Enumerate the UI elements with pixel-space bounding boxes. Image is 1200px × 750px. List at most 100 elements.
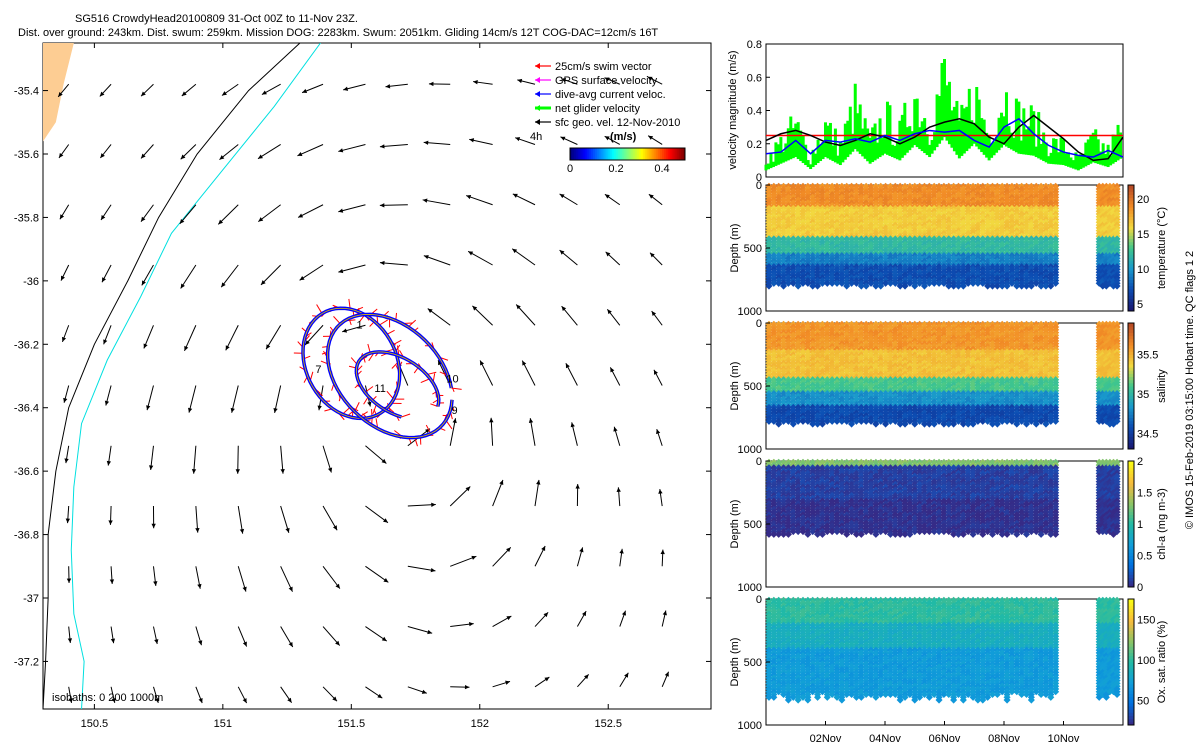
colorbar-tick-label: 5: [1137, 299, 1143, 311]
net-track: [327, 314, 453, 439]
vector-head: [302, 88, 308, 93]
vector-head: [181, 91, 187, 96]
profile-sample: [770, 279, 778, 287]
vector-head: [191, 469, 197, 474]
vector-arrow: [422, 199, 451, 206]
colorbar-cell: [1128, 295, 1134, 299]
colorbar-unit: (m/s): [610, 131, 637, 143]
vector-head: [367, 401, 372, 407]
colorbar-cell: [587, 148, 590, 160]
colorbar-cell: [1128, 251, 1134, 255]
map-ytick-label: -35.4: [14, 86, 39, 98]
colorbar-cell: [585, 148, 588, 160]
vector-head: [541, 545, 546, 551]
colorbar-cell: [642, 148, 646, 160]
colorbar-cell: [610, 148, 613, 160]
temperature-cblabel: temperature (°C): [1156, 207, 1168, 289]
vector-head: [512, 248, 518, 254]
profile-sample: [828, 279, 836, 287]
colorbar-cell: [654, 148, 657, 160]
legend-head: [535, 91, 540, 97]
dac-velocity-line: [765, 117, 1124, 158]
vector-head: [468, 621, 474, 627]
vector-head: [64, 458, 69, 464]
vector-arrow: [193, 445, 197, 474]
vector-arrow: [299, 264, 324, 281]
colorbar-cell: [604, 148, 607, 160]
depth-tick-label: 0: [756, 180, 762, 192]
vector-arrow: [274, 385, 282, 413]
colorbar-frame: [569, 147, 686, 161]
vector-arrow: [322, 445, 332, 473]
vector-head: [335, 640, 340, 646]
vector-head: [298, 213, 304, 218]
vector-head: [619, 548, 624, 554]
vector-head: [180, 283, 185, 289]
vector-head: [428, 81, 434, 87]
colorbar-cell: [1128, 207, 1134, 211]
colorbar-cell: [570, 148, 573, 160]
vector-head: [218, 219, 224, 225]
colorbar-cell: [1128, 273, 1134, 277]
colorbar-cell: [644, 148, 648, 160]
colorbar-tick-label: 0.2: [608, 163, 623, 175]
profile-sample: [833, 279, 841, 287]
vector-head: [100, 153, 105, 158]
vector-head: [257, 154, 263, 159]
velocity-panel: 00.20.40.60.8 velocity magnitude (m/s): [727, 39, 1124, 184]
vector-head: [273, 407, 278, 413]
net-track: [355, 351, 440, 418]
colorbar-cell: [639, 148, 642, 160]
colorbar-tick-label: 10: [1137, 264, 1149, 276]
colorbar-cell: [598, 148, 602, 160]
vector-arrow: [529, 418, 536, 446]
vector-head: [151, 523, 156, 529]
colorbar-cell: [1128, 279, 1134, 284]
colorbar-cell: [675, 148, 678, 160]
vector-head: [335, 583, 340, 589]
vector-head: [647, 76, 653, 81]
vector-head: [438, 360, 443, 366]
day-label-0: 1: [356, 319, 362, 331]
vector-arrow: [449, 418, 457, 446]
legend-head: [535, 119, 540, 125]
vector-head: [379, 203, 385, 208]
map-xtick-label: 152.5: [594, 718, 622, 730]
colorbar-cell: [1128, 244, 1134, 249]
vector-head: [317, 405, 322, 411]
vector-head: [471, 555, 477, 560]
vector-arrow: [511, 248, 536, 266]
colorbar-cell: [663, 148, 667, 160]
map-ytick-label: -35.6: [14, 149, 39, 161]
colorbar-cell: [619, 148, 623, 160]
vector-head: [288, 586, 293, 592]
colorbar-cell: [606, 148, 609, 160]
vector-arrow: [338, 264, 366, 273]
vel-ytick-label: 0.4: [747, 106, 762, 118]
vector-head: [517, 78, 523, 84]
vector-head: [616, 487, 621, 493]
vector-head: [285, 527, 290, 533]
colorbar-cell: [614, 148, 617, 160]
colorbar-cell: [1128, 285, 1134, 290]
vector-head: [58, 153, 64, 158]
vector-head: [66, 578, 72, 584]
vector-head: [624, 672, 629, 678]
colorbar-cell: [573, 148, 577, 160]
colorbar-cell: [1128, 229, 1134, 233]
map-ytick-label: -37: [23, 593, 39, 605]
profile-sample: [848, 279, 856, 287]
vector-head: [100, 215, 106, 221]
legend-label-0: 25cm/s swim vector: [555, 61, 652, 73]
vector-head: [153, 581, 158, 586]
vector-head: [565, 363, 570, 369]
colorbar-cell: [665, 148, 669, 160]
vector-head: [141, 153, 146, 159]
temperature-profiles: [765, 182, 1121, 290]
vector-head: [154, 639, 159, 644]
vector-arrow: [515, 304, 536, 326]
vector-head: [660, 549, 665, 555]
vector-head: [242, 698, 247, 704]
profile-sample: [799, 279, 807, 287]
